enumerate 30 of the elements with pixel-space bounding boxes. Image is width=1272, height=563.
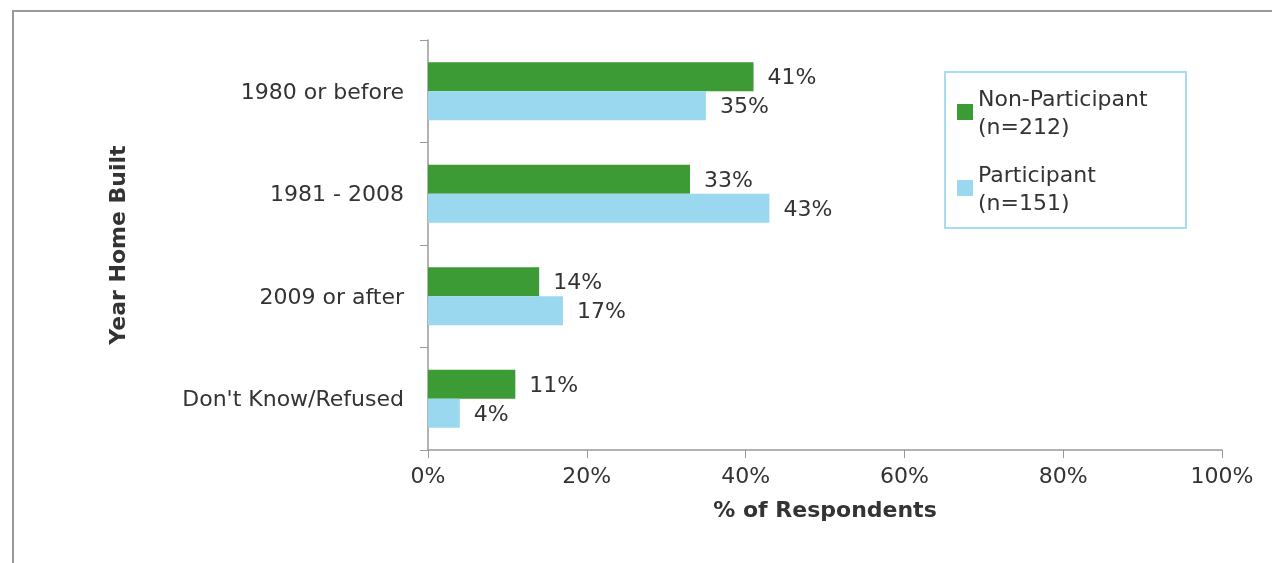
x-tick-label: 60% — [879, 462, 929, 488]
y-tick-label: Don't Know/Refused — [182, 386, 404, 412]
bar — [428, 296, 563, 326]
bar — [428, 193, 770, 223]
bar — [428, 267, 540, 297]
x-tick-label: 80% — [1038, 462, 1088, 488]
data-label: 41% — [767, 64, 817, 90]
x-tick-label: 20% — [562, 462, 612, 488]
bar — [428, 62, 754, 92]
y-tick-label: 1980 or before — [240, 78, 404, 104]
data-label: 17% — [576, 298, 626, 324]
y-tick-label: 2009 or after — [259, 283, 405, 309]
bar — [428, 398, 460, 428]
x-tick-label: 0% — [410, 462, 446, 488]
bar — [428, 164, 691, 194]
legend-label: Participant (n=151) — [978, 161, 1103, 215]
data-label: 33% — [704, 166, 753, 192]
y-axis-title: Year Home Built — [104, 144, 130, 346]
data-label: 11% — [529, 371, 579, 397]
data-label: 43% — [783, 195, 833, 221]
data-label: 14% — [553, 269, 603, 295]
x-tick-label: 40% — [721, 462, 771, 488]
legend-label: Non-Participant (n=212) — [978, 85, 1155, 139]
x-tick-label: 100% — [1190, 462, 1254, 488]
bar — [428, 91, 706, 121]
data-label: 4% — [473, 400, 509, 426]
y-tick-label: 1981 - 2008 — [270, 181, 404, 207]
bar — [428, 369, 516, 399]
data-label: 35% — [719, 93, 769, 119]
x-axis-title: % of Respondents — [713, 496, 937, 522]
